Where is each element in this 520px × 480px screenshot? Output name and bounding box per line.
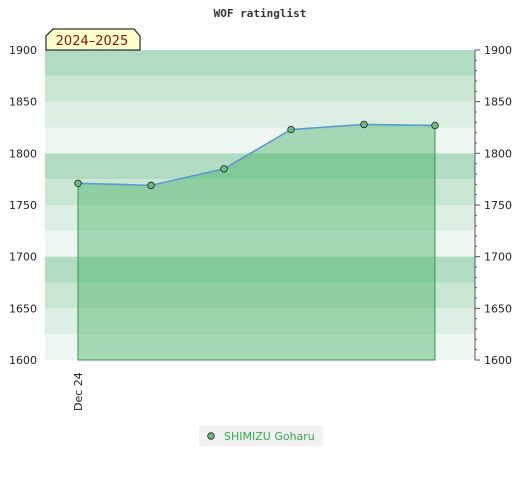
data-point-4[interactable] [360, 120, 368, 129]
background-band [45, 308, 475, 335]
background-band [45, 75, 475, 102]
y-tick-label-right: 1700 [484, 251, 512, 264]
background-band [45, 50, 475, 76]
data-point-2[interactable] [220, 165, 228, 173]
chart-title: WOF ratinglist [214, 7, 307, 20]
y-tick-label-left: 1850 [9, 96, 37, 109]
background-band [45, 230, 475, 257]
y-tick-label-left: 1800 [9, 147, 37, 160]
background-band [45, 127, 475, 154]
y-tick-label-right: 1800 [484, 147, 512, 160]
data-point-3[interactable] [287, 125, 295, 134]
y-tick-label-left: 1750 [9, 199, 37, 212]
y-tick-label-left: 1650 [9, 302, 37, 315]
background-band [45, 205, 475, 231]
legend[interactable]: SHIMIZU Goharu [199, 426, 323, 446]
y-axis-left: 1600 1650 1700 1750 1800 1850 1900 [9, 44, 37, 367]
season-badge-box [45, 28, 141, 51]
background-band [45, 334, 475, 360]
x-axis: Dec 24 [72, 372, 85, 411]
series-line-path [77, 123, 436, 187]
y-tick-label-right: 1900 [484, 44, 512, 57]
y-tick-label-left: 1700 [9, 251, 37, 264]
background-band [45, 256, 475, 283]
legend-marker [207, 432, 215, 440]
background-band [45, 153, 475, 180]
series-line [77, 123, 436, 187]
season-badge-label: 2024–2025 [56, 34, 129, 49]
data-point-5[interactable] [431, 121, 439, 130]
y-tick-label-right: 1600 [484, 354, 512, 367]
x-tick-label: Dec 24 [72, 372, 85, 411]
background-band [45, 101, 475, 128]
y-axis-right: 1600 1650 1700 1750 1800 1850 1900 [474, 44, 512, 367]
y-tick-label-right: 1650 [484, 302, 512, 315]
y-tick-label-left: 1900 [9, 44, 37, 57]
season-badge: 2024–2025 [45, 28, 141, 51]
series-markers[interactable] [74, 120, 439, 190]
background-band [45, 179, 475, 205]
legend-box [199, 426, 323, 446]
legend-series-name: SHIMIZU Goharu [224, 430, 315, 443]
y-tick-label-right: 1750 [484, 199, 512, 212]
y-tick-label-left: 1600 [9, 354, 37, 367]
background-bands [45, 50, 475, 360]
y-tick-label-right: 1850 [484, 96, 512, 109]
data-point-1[interactable] [147, 181, 155, 190]
background-band [45, 282, 475, 309]
data-point-0[interactable] [74, 179, 82, 187]
